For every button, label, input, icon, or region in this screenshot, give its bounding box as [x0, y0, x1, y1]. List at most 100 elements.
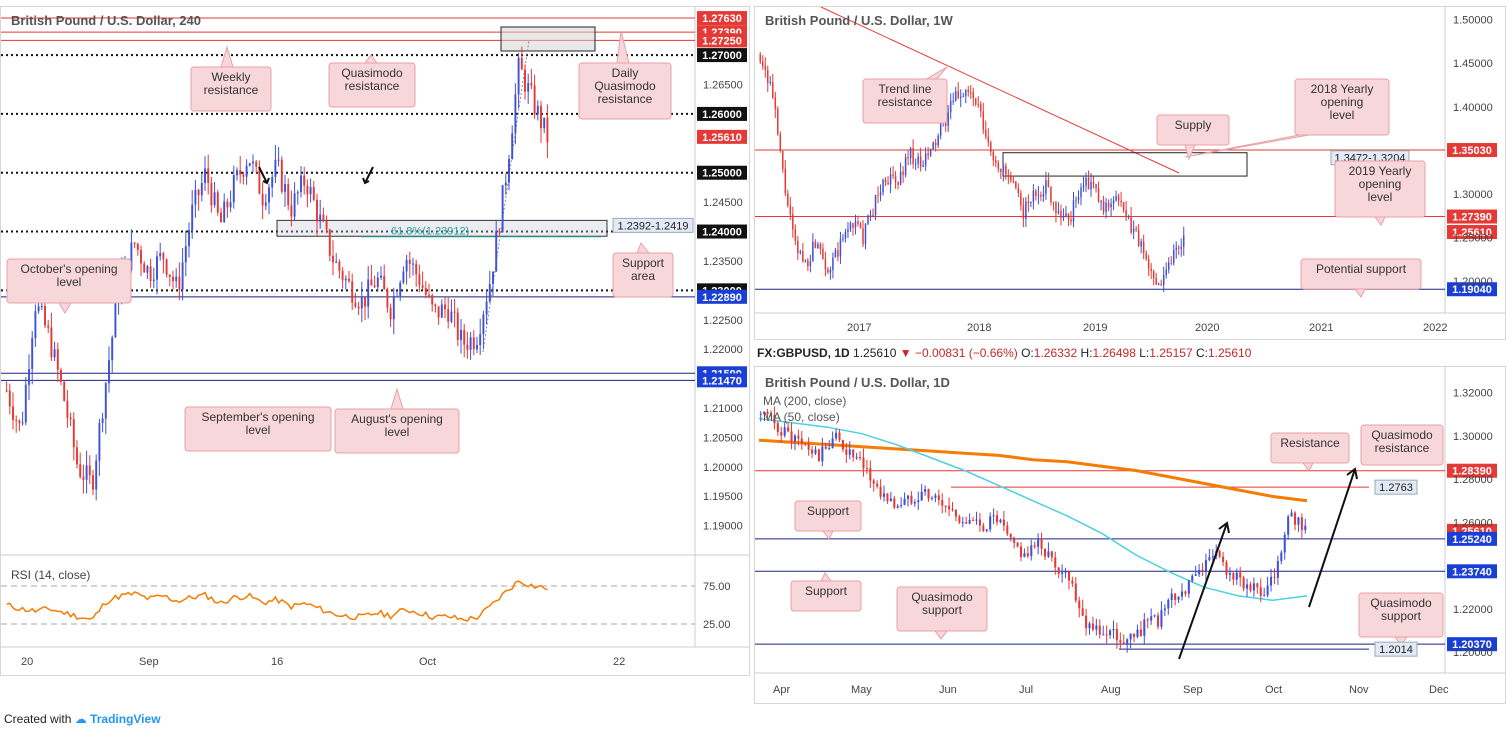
w1-candle-body: [927, 153, 929, 156]
d1-candle-body: [1252, 583, 1255, 591]
h4-candle-body: [328, 229, 331, 256]
d1-y-tick: 1.32000: [1453, 388, 1493, 400]
d1-candle-body: [1133, 633, 1136, 637]
footer: Created with ☁ TradingView: [4, 712, 161, 726]
w1-price-tag-label: 1.19040: [1452, 284, 1492, 296]
h4-chart[interactable]: 1.2392-1.241961.8%(1.23912)Weeklyresista…: [1, 7, 749, 675]
d1-candle-body: [1297, 517, 1300, 525]
w1-candle-body: [924, 153, 927, 166]
h4-candle-body: [34, 311, 37, 339]
h4-candle-body: [472, 337, 475, 350]
d1-candle-body: [951, 509, 954, 511]
w1-candle-body: [759, 54, 762, 62]
h4-price-tag: [697, 289, 747, 304]
d1-chart[interactable]: MA (200, close) MA (50, close) Resistance Q…: [755, 367, 1505, 703]
d1-candle-body: [927, 489, 930, 499]
h4-rsi-label: RSI (14, close): [11, 568, 90, 582]
w1-candle-body: [1002, 165, 1005, 173]
w1-candle-body: [1180, 246, 1182, 249]
d1-candle-body: [1187, 580, 1190, 594]
h4-support-area-callout-text: Support: [622, 256, 665, 270]
w1-candle-body: [782, 151, 784, 169]
h4-candle-body: [146, 266, 149, 273]
h4-candle-body: [277, 159, 280, 161]
h4-candle-body: [207, 168, 210, 183]
d1-candle-body: [1184, 591, 1187, 594]
d1-candle-body: [855, 457, 858, 459]
d1-candle-body: [1283, 534, 1286, 553]
h4-candle-body: [44, 305, 46, 326]
h4-candle-body: [264, 202, 267, 206]
d1-candle-body: [1139, 629, 1142, 636]
h4-candle-body: [440, 304, 443, 318]
w1-candle-body: [952, 100, 954, 102]
d1-candle-body: [1153, 615, 1156, 617]
d1-candle-body: [1201, 569, 1204, 572]
d1-chart-panel[interactable]: MA (200, close) MA (50, close) Resistance Q…: [754, 366, 1506, 704]
h4-daily-qm-callout-box: [578, 62, 672, 120]
w1-candle-body: [892, 174, 894, 176]
w1-y-tick: 1.45000: [1453, 58, 1493, 70]
tradingview-logo-icon: ☁: [74, 712, 87, 726]
h4-candle-body: [284, 184, 286, 192]
d1-x-tick: Sep: [1183, 684, 1203, 696]
h4-aug-open-callout-pointer: [390, 387, 404, 410]
h4-candle-body: [101, 418, 104, 424]
h4-candle-body: [47, 325, 50, 328]
h4-x-tick: Sep: [139, 656, 159, 668]
d1-qm-support-2-callout-text: support: [1381, 609, 1422, 623]
d1-candle-body: [944, 505, 947, 507]
d1-candle-body: [965, 522, 968, 524]
w1-potential-support-callout-box: [1300, 258, 1422, 290]
h4-candle-body: [24, 384, 27, 423]
d1-arrow-icon: [1308, 467, 1358, 608]
d1-candle-body: [1180, 591, 1184, 597]
w1-candle-body: [954, 91, 957, 101]
h4-candle-body: [296, 192, 299, 194]
d1-legend-ma200: MA (200, close): [763, 394, 846, 408]
h4-candle-body: [437, 306, 440, 318]
d1-candle-body: [903, 498, 906, 506]
h4-candle-body: [415, 263, 418, 275]
d1-candle-body: [1122, 642, 1125, 645]
w1-candle-body: [1000, 168, 1002, 173]
tradingview-brand[interactable]: TradingView: [90, 712, 161, 726]
w1-2018-callout-text: 2018 Yearly: [1311, 82, 1374, 96]
w1-candle-body: [789, 205, 792, 215]
w1-y-tick: 1.30000: [1453, 189, 1493, 201]
w1-price-tag: [1447, 282, 1497, 297]
h4-candle-body: [18, 420, 21, 424]
w1-candle-body: [1090, 182, 1092, 190]
h4-chart-panel[interactable]: 1.2392-1.2419 61.8%(1.23912) Weekly resista…: [0, 6, 750, 676]
w1-candle-body: [827, 269, 829, 273]
h4-candle-body: [159, 252, 162, 257]
w1-candle-body: [864, 223, 867, 245]
w1-candle-body: [872, 214, 874, 216]
w1-candle-body: [1055, 202, 1057, 214]
h4-candle-body: [482, 314, 485, 335]
d1-candle-body: [1198, 569, 1201, 575]
d1-candle-body: [1081, 608, 1084, 616]
d1-candle-body: [1016, 542, 1019, 547]
h4-aug-open-callout-text: August's opening: [351, 412, 443, 426]
h4-candle-body: [242, 174, 245, 177]
w1-candle-body: [1170, 262, 1172, 264]
w1-candle-body: [1110, 203, 1112, 208]
w1-candle-body: [1027, 201, 1030, 204]
w1-candle-body: [832, 257, 834, 270]
h4-candle-body: [344, 278, 347, 281]
d1-candle-body: [1235, 572, 1238, 580]
h4-candle-body: [82, 476, 85, 480]
w1-candle-body: [980, 104, 982, 112]
d1-candle-body: [1167, 599, 1170, 609]
d1-candle-body: [1002, 519, 1005, 526]
w1-candle-body: [1107, 202, 1110, 208]
h4-candle-body: [220, 212, 222, 223]
w1-trendline-callout-text: Trend line: [879, 82, 932, 96]
w1-potential-support-callout-text: Potential support: [1316, 262, 1407, 276]
h4-zone-label-box: [612, 217, 694, 233]
w1-2018-callout-text: level: [1330, 108, 1355, 122]
d1-x-tick: May: [851, 684, 872, 696]
w1-chart-panel[interactable]: 1.3472-1.3204 Trend line resistance 2018 Ye…: [754, 6, 1506, 340]
